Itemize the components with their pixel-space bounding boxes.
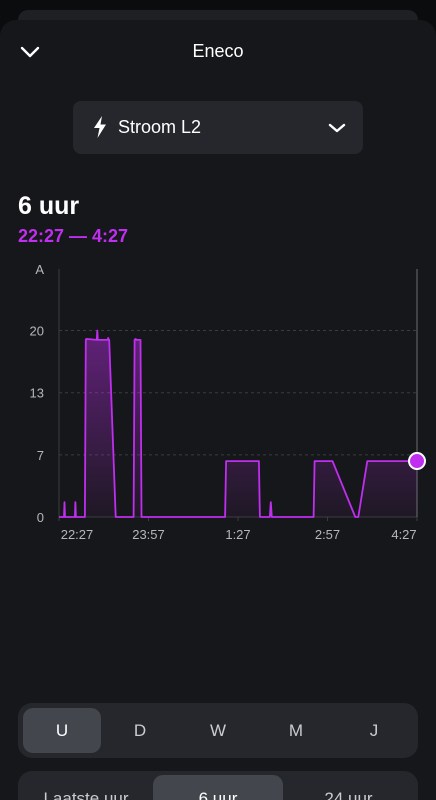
header: Eneco bbox=[0, 20, 436, 84]
series-area bbox=[59, 330, 417, 517]
app-title: Eneco bbox=[192, 41, 244, 61]
close-button[interactable] bbox=[14, 38, 46, 66]
range-tab-6-uur[interactable]: 6 uur bbox=[153, 775, 283, 800]
x-tick-label: 22:27 bbox=[61, 527, 94, 542]
granularity-option-w[interactable]: W bbox=[209, 720, 227, 740]
y-axis-unit: A bbox=[35, 262, 44, 277]
current-value-marker bbox=[408, 452, 426, 471]
x-tick-label: 1:27 bbox=[225, 527, 250, 542]
range-selector: Laatste uur 6 uur 24 uur bbox=[18, 771, 418, 800]
bottom-sheet: Eneco Stroom L2 6 uur 22:27 — 4:27 0 7 13 2… bbox=[0, 20, 436, 800]
x-tick-label: 2:57 bbox=[315, 527, 340, 542]
y-tick-label: 13 bbox=[30, 386, 44, 401]
range-tab-24-uur[interactable]: 24 uur bbox=[324, 789, 373, 800]
x-tick-label: 23:57 bbox=[132, 527, 165, 542]
granularity-option-j[interactable]: J bbox=[369, 720, 379, 740]
y-tick-label: 20 bbox=[30, 324, 44, 339]
range-tab-laatste-uur[interactable]: Laatste uur bbox=[43, 789, 129, 800]
source-select[interactable]: Stroom L2 bbox=[73, 101, 363, 154]
x-tick-label: 4:27 bbox=[391, 527, 416, 542]
period-range: 22:27 — 4:27 bbox=[18, 226, 129, 246]
source-label: Stroom L2 bbox=[118, 117, 202, 137]
granularity-option-m[interactable]: M bbox=[288, 720, 304, 740]
current-chart[interactable]: 0 7 13 20 A 22:27 23:57 1:27 2:57 4:27 bbox=[0, 260, 436, 550]
series-line bbox=[59, 329, 417, 518]
chevron-down-icon bbox=[20, 46, 40, 58]
granularity-option-u[interactable]: U bbox=[23, 708, 101, 753]
chevron-down-icon bbox=[328, 123, 346, 133]
y-tick-label: 7 bbox=[37, 448, 44, 463]
y-tick-label: 0 bbox=[37, 510, 44, 525]
period-title: 6 uur bbox=[18, 192, 80, 220]
lightning-bolt-icon bbox=[94, 116, 106, 138]
granularity-option-d[interactable]: D bbox=[133, 720, 147, 740]
